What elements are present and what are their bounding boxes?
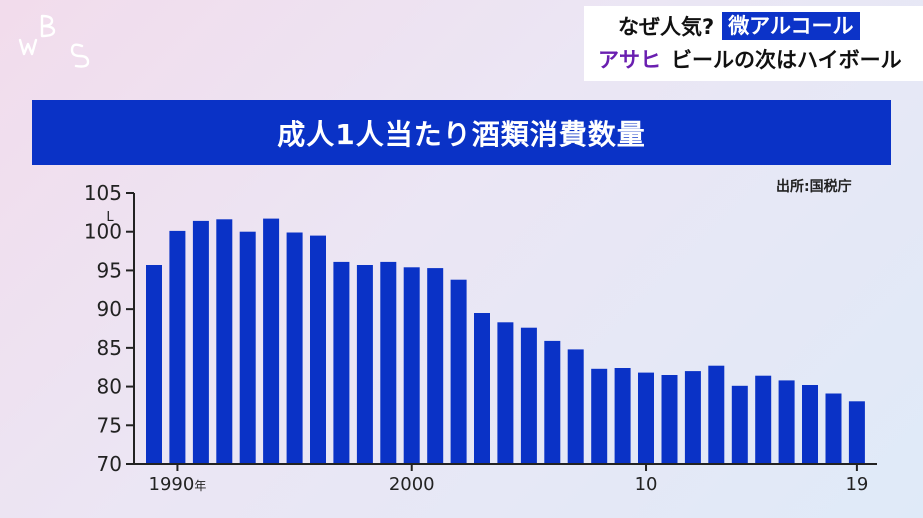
x-tick-label: 19	[845, 474, 868, 495]
x-tick-suffix: 年	[194, 479, 206, 493]
caption-line2: アサヒ ビールの次はハイボール	[598, 45, 902, 73]
caption-rest: ビールの次はハイボール	[671, 48, 902, 72]
caption-prefix: なぜ人気?	[618, 15, 715, 39]
bar-1998	[356, 265, 373, 464]
y-tick-label: 70	[97, 452, 122, 476]
bar-2011	[661, 375, 678, 464]
bar-2006	[544, 340, 561, 464]
bar-1999	[380, 261, 397, 464]
wbs-logo	[18, 14, 90, 68]
bar-2001	[427, 268, 444, 464]
bar-2017	[802, 385, 818, 464]
x-tick-label: 1990年	[149, 474, 207, 495]
caption-tag: 微アルコール	[722, 12, 860, 40]
bar-2002	[450, 279, 467, 464]
x-tick-label: 10	[635, 474, 658, 495]
bar-2008	[591, 368, 608, 464]
y-tick-label: 90	[97, 297, 122, 321]
bar-2003	[474, 313, 490, 464]
bar-2015	[755, 375, 772, 464]
bar-2014	[731, 385, 748, 464]
bar-2000	[403, 267, 420, 464]
bar-2018	[825, 393, 842, 464]
x-axis: 1990年 2000 10 19	[134, 463, 877, 495]
x-tick-label: 2000	[389, 474, 435, 495]
bar-1996	[310, 235, 326, 464]
y-axis: 70 75 80 85 90 95 100 105	[84, 181, 135, 476]
y-tick-label: 100	[84, 220, 122, 244]
bar-1991	[192, 220, 209, 464]
y-tick-label: 105	[84, 181, 122, 205]
bar-1997	[333, 261, 350, 464]
bar-2016	[778, 380, 795, 464]
bar-1994	[263, 218, 280, 464]
y-tick-label: 95	[97, 258, 122, 282]
bar-2005	[520, 327, 537, 464]
bar-2007	[567, 349, 584, 464]
bar-1993	[239, 231, 256, 464]
bar-2009	[614, 368, 631, 464]
caption-brand: アサヒ	[598, 48, 661, 72]
y-unit-label: L	[106, 210, 114, 225]
bar-1989	[146, 265, 162, 464]
bar-2012	[684, 371, 701, 464]
bars	[146, 218, 865, 464]
bar-1995	[286, 232, 303, 464]
bar-2019	[848, 401, 865, 464]
bar-1990	[169, 230, 186, 464]
bar-2004	[497, 322, 514, 464]
y-tick-label: 80	[97, 375, 122, 399]
source-label: 出所:国税庁	[776, 179, 852, 195]
bar-2013	[708, 365, 725, 464]
bar-2010	[638, 372, 654, 464]
chart-title: 成人1人当たり酒類消費数量	[32, 100, 891, 165]
y-tick-label: 85	[97, 336, 122, 360]
caption-line1: なぜ人気? 微アルコール	[618, 12, 860, 40]
bar-1992	[216, 219, 233, 464]
y-tick-label: 75	[97, 413, 122, 437]
